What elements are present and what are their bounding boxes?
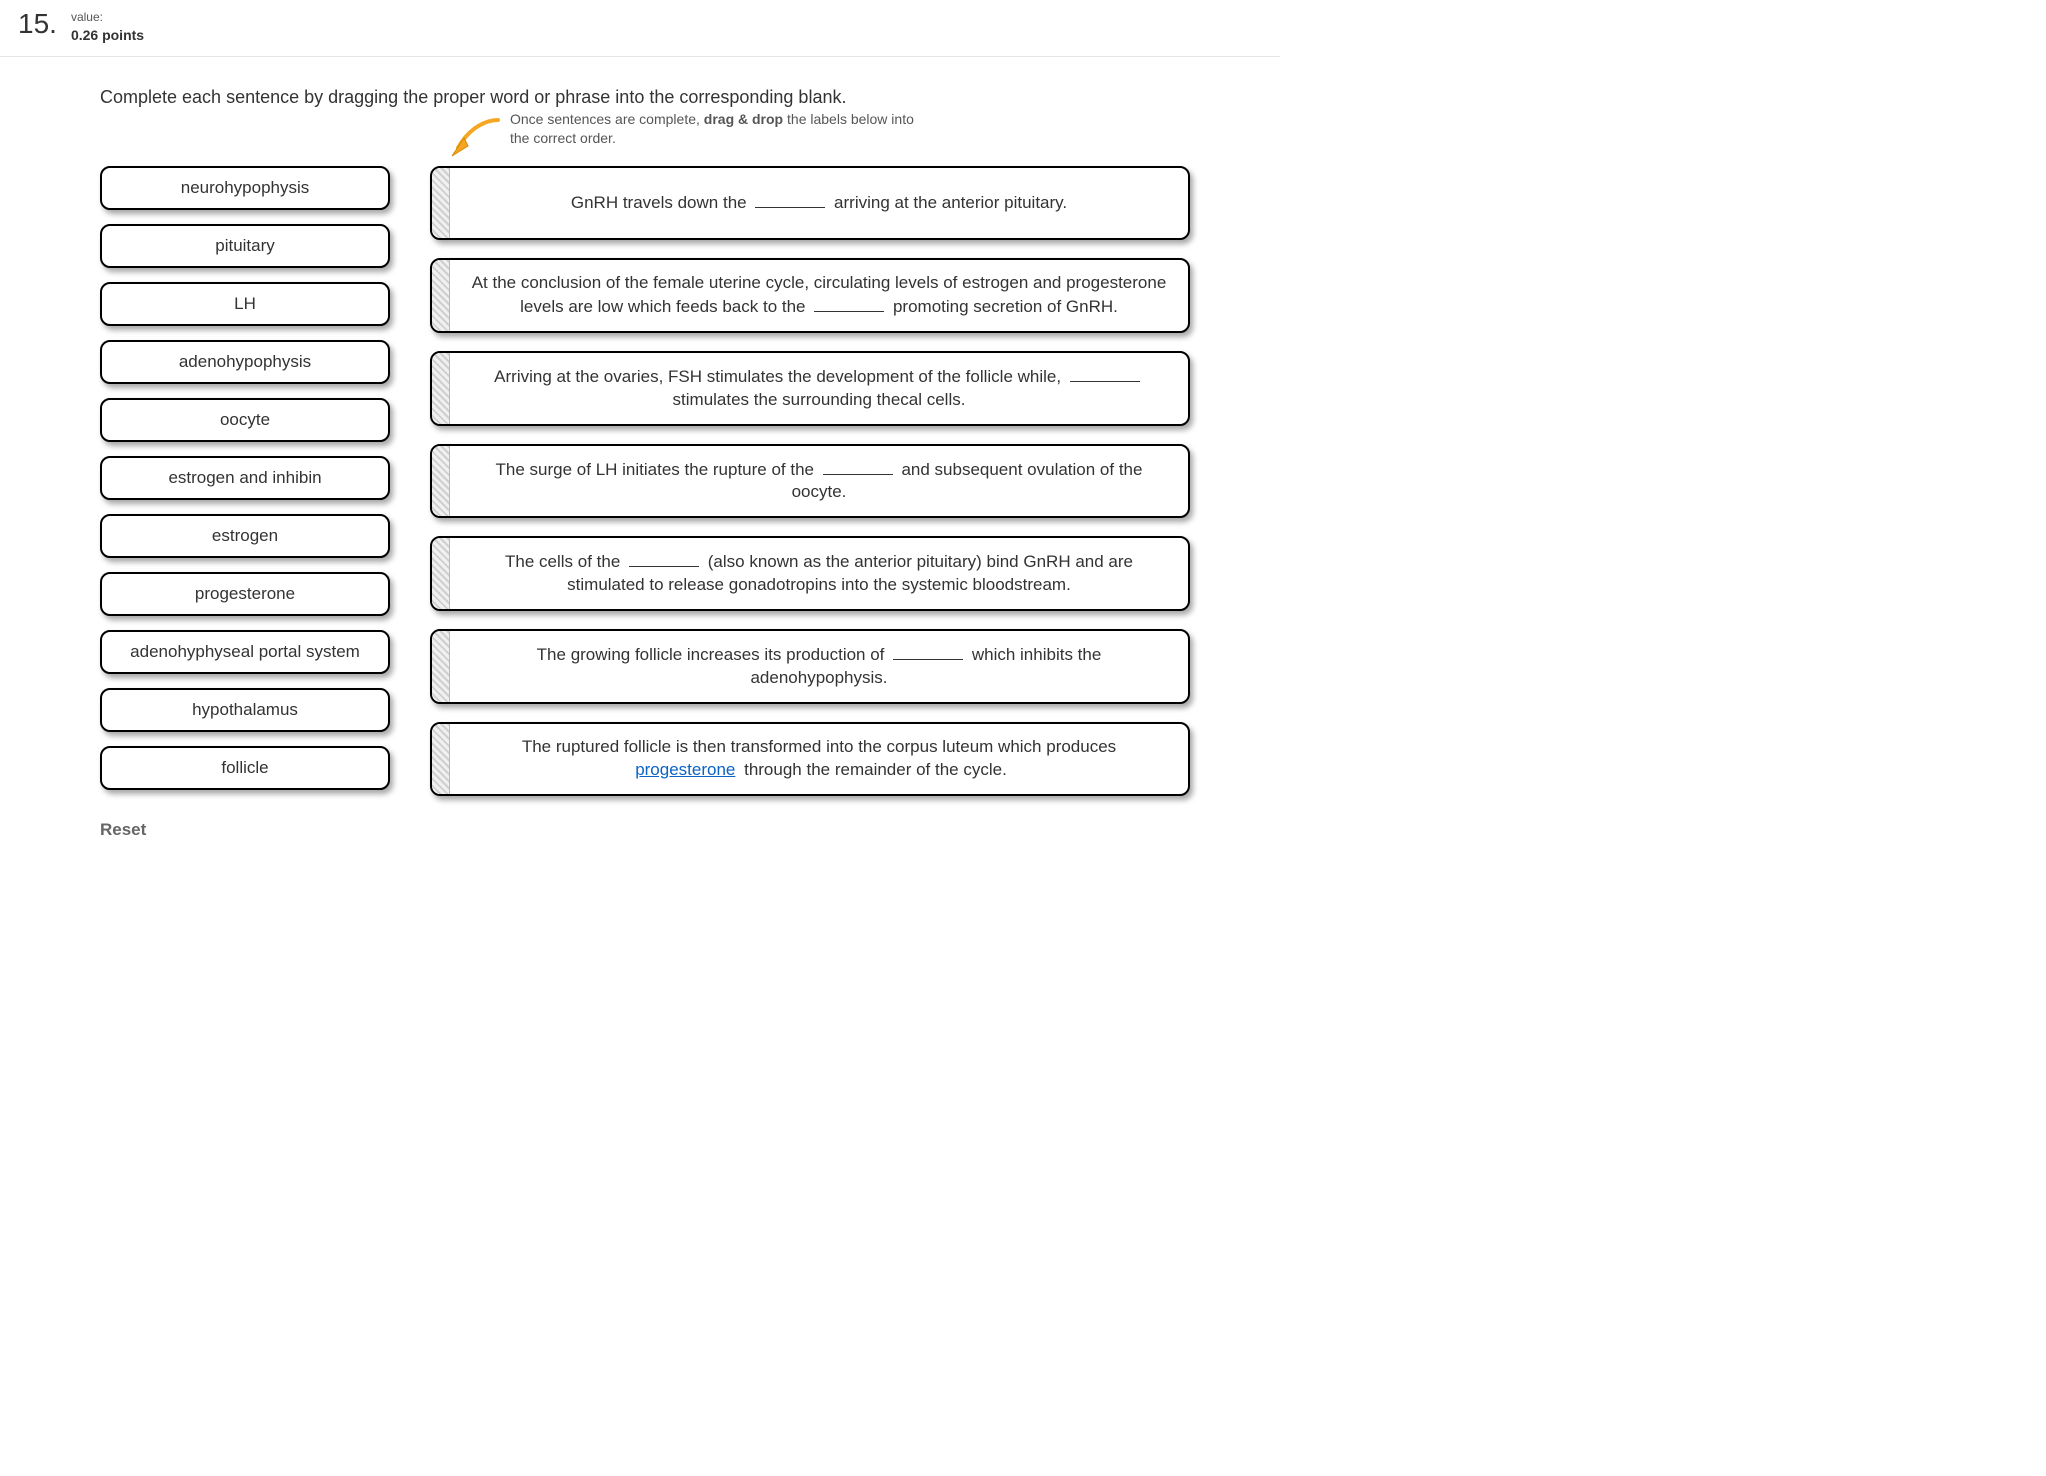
columns: neurohypophysis pituitary LH adenohypophysi… [100, 166, 1240, 796]
sentence-target[interactable]: Arriving at the ovaries, FSH stimulates … [430, 351, 1190, 426]
drag-arrow-icon [450, 116, 506, 158]
sentence-text: GnRH travels down the arriving at the an… [450, 168, 1188, 238]
sentence-target[interactable]: The cells of the (also known as the ante… [430, 536, 1190, 611]
value-block: value: 0.26 points [71, 10, 144, 44]
sentence-text: The surge of LH initiates the rupture of… [450, 446, 1188, 517]
word-bank: neurohypophysis pituitary LH adenohypophysi… [100, 166, 390, 790]
word-chip[interactable]: follicle [100, 746, 390, 790]
question-prompt: Complete each sentence by dragging the p… [100, 87, 1240, 108]
fill-blank[interactable] [823, 458, 893, 475]
sentence-text: The ruptured follicle is then transforme… [450, 724, 1188, 794]
word-chip[interactable]: adenohypophysis [100, 340, 390, 384]
drag-handle-icon[interactable] [432, 446, 450, 517]
question-header: 15. value: 0.26 points [0, 10, 1280, 57]
word-chip[interactable]: oocyte [100, 398, 390, 442]
sentence-target[interactable]: The ruptured follicle is then transforme… [430, 722, 1190, 796]
drag-handle-icon[interactable] [432, 260, 450, 331]
word-chip[interactable]: LH [100, 282, 390, 326]
subprompt-row: Once sentences are complete, drag & drop… [450, 110, 1240, 158]
sentence-target[interactable]: The surge of LH initiates the rupture of… [430, 444, 1190, 519]
question-page: 15. value: 0.26 points Complete each sen… [0, 0, 1280, 840]
sentence-text: At the conclusion of the female uterine … [450, 260, 1188, 331]
word-chip[interactable]: hypothalamus [100, 688, 390, 732]
sentence-text: Arriving at the ovaries, FSH stimulates … [450, 353, 1188, 424]
points-value: 0.26 points [71, 26, 144, 44]
word-chip[interactable]: neurohypophysis [100, 166, 390, 210]
question-number: 15. [18, 10, 57, 38]
word-chip[interactable]: estrogen and inhibin [100, 456, 390, 500]
question-body: Complete each sentence by dragging the p… [0, 57, 1280, 840]
word-chip[interactable]: estrogen [100, 514, 390, 558]
drag-handle-icon[interactable] [432, 538, 450, 609]
drag-handle-icon[interactable] [432, 353, 450, 424]
fill-blank[interactable] [893, 643, 963, 660]
sentence-text: The growing follicle increases its produ… [450, 631, 1188, 702]
fill-blank[interactable] [629, 550, 699, 567]
word-chip[interactable]: adenohyphyseal portal system [100, 630, 390, 674]
subprompt-text: Once sentences are complete, drag & drop… [510, 110, 930, 148]
drag-handle-icon[interactable] [432, 724, 450, 794]
fill-blank[interactable] [755, 191, 825, 208]
word-chip[interactable]: pituitary [100, 224, 390, 268]
word-chip[interactable]: progesterone [100, 572, 390, 616]
fill-blank[interactable] [814, 295, 884, 312]
sentence-target[interactable]: The growing follicle increases its produ… [430, 629, 1190, 704]
sentence-target[interactable]: At the conclusion of the female uterine … [430, 258, 1190, 333]
drag-handle-icon[interactable] [432, 168, 450, 238]
sentence-target[interactable]: GnRH travels down the arriving at the an… [430, 166, 1190, 240]
sentence-targets: GnRH travels down the arriving at the an… [430, 166, 1190, 796]
reset-button[interactable]: Reset [100, 820, 1240, 840]
sentence-text: The cells of the (also known as the ante… [450, 538, 1188, 609]
fill-blank[interactable] [1070, 365, 1140, 382]
value-label: value: [71, 10, 144, 26]
filled-answer[interactable]: progesterone [635, 760, 735, 779]
drag-handle-icon[interactable] [432, 631, 450, 702]
